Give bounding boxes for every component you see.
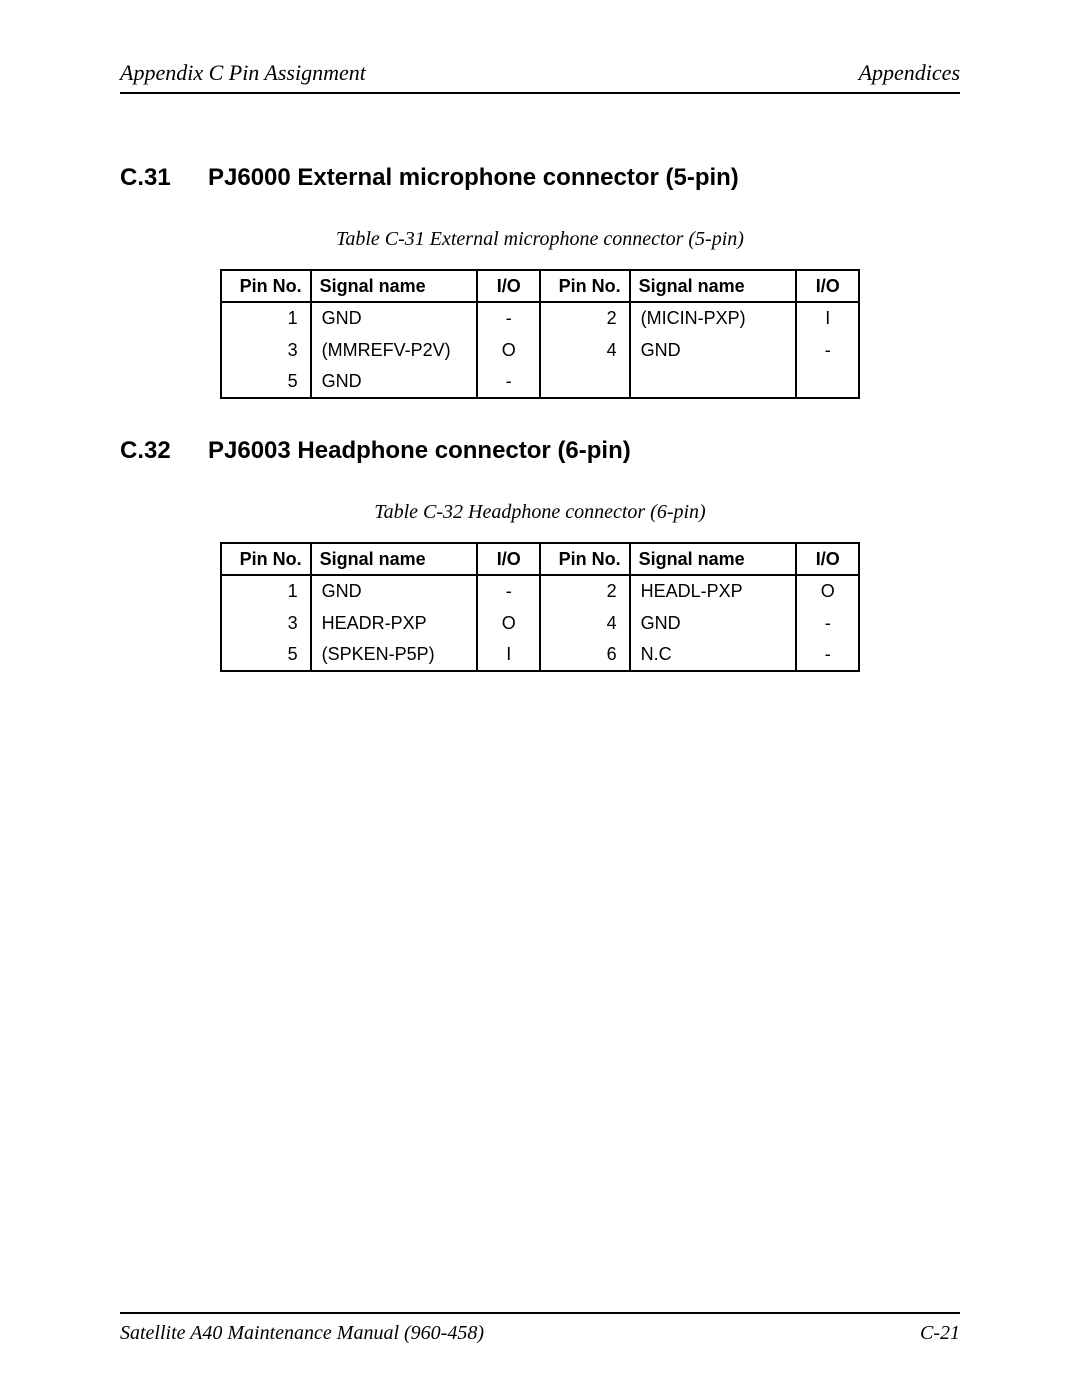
col-head: Signal name: [630, 543, 797, 575]
section-number: C.32: [120, 437, 208, 465]
cell: HEADL-PXP: [630, 575, 797, 607]
cell: O: [796, 575, 859, 607]
cell: HEADR-PXP: [311, 607, 478, 639]
cell: (MICIN-PXP): [630, 302, 797, 334]
cell: -: [477, 366, 540, 398]
header-right: Appendices: [859, 60, 960, 86]
page-header: Appendix C Pin Assignment Appendices: [120, 60, 960, 94]
cell: -: [796, 607, 859, 639]
cell: 2: [540, 302, 630, 334]
cell: O: [477, 334, 540, 366]
cell: GND: [311, 575, 478, 607]
cell: -: [477, 302, 540, 334]
table-header-row: Pin No. Signal name I/O Pin No. Signal n…: [221, 543, 859, 575]
cell: 5: [221, 639, 311, 671]
cell: 2: [540, 575, 630, 607]
section-heading-c32: C.32 PJ6003 Headphone connector (6-pin): [120, 437, 960, 465]
cell: (MMREFV-P2V): [311, 334, 478, 366]
cell: GND: [630, 607, 797, 639]
footer-right: C-21: [920, 1322, 960, 1345]
cell: 1: [221, 302, 311, 334]
col-head: Pin No.: [540, 270, 630, 302]
cell: (SPKEN-P5P): [311, 639, 478, 671]
cell: 5: [221, 366, 311, 398]
section-heading-c31: C.31 PJ6000 External microphone connecto…: [120, 164, 960, 192]
cell: I: [477, 639, 540, 671]
table-row: 3 HEADR-PXP O 4 GND -: [221, 607, 859, 639]
footer-left: Satellite A40 Maintenance Manual (960-45…: [120, 1322, 484, 1345]
header-left: Appendix C Pin Assignment: [120, 60, 366, 86]
cell: [796, 366, 859, 398]
cell: -: [477, 575, 540, 607]
table-c31: Pin No. Signal name I/O Pin No. Signal n…: [220, 269, 860, 399]
cell: 4: [540, 607, 630, 639]
col-head: I/O: [477, 270, 540, 302]
cell: [540, 366, 630, 398]
section-number: C.31: [120, 164, 208, 192]
section-title: PJ6000 External microphone connector (5-…: [208, 164, 739, 192]
col-head: Pin No.: [540, 543, 630, 575]
col-head: Pin No.: [221, 543, 311, 575]
cell: O: [477, 607, 540, 639]
cell: N.C: [630, 639, 797, 671]
table-row: 5 GND -: [221, 366, 859, 398]
cell: 4: [540, 334, 630, 366]
table-caption-c32: Table C-32 Headphone connector (6-pin): [120, 501, 960, 524]
page-footer: Satellite A40 Maintenance Manual (960-45…: [120, 1312, 960, 1345]
col-head: Signal name: [311, 543, 478, 575]
table-row: 1 GND - 2 HEADL-PXP O: [221, 575, 859, 607]
table-row: 3 (MMREFV-P2V) O 4 GND -: [221, 334, 859, 366]
cell: 3: [221, 607, 311, 639]
col-head: I/O: [477, 543, 540, 575]
table-row: 1 GND - 2 (MICIN-PXP) I: [221, 302, 859, 334]
col-head: Signal name: [630, 270, 797, 302]
col-head: I/O: [796, 543, 859, 575]
cell: -: [796, 639, 859, 671]
table-header-row: Pin No. Signal name I/O Pin No. Signal n…: [221, 270, 859, 302]
cell: 3: [221, 334, 311, 366]
table-row: 5 (SPKEN-P5P) I 6 N.C -: [221, 639, 859, 671]
cell: 6: [540, 639, 630, 671]
col-head: I/O: [796, 270, 859, 302]
cell: I: [796, 302, 859, 334]
cell: -: [796, 334, 859, 366]
section-title: PJ6003 Headphone connector (6-pin): [208, 437, 631, 465]
cell: GND: [630, 334, 797, 366]
cell: GND: [311, 366, 478, 398]
col-head: Pin No.: [221, 270, 311, 302]
cell: [630, 366, 797, 398]
cell: GND: [311, 302, 478, 334]
table-c32: Pin No. Signal name I/O Pin No. Signal n…: [220, 542, 860, 672]
col-head: Signal name: [311, 270, 478, 302]
table-caption-c31: Table C-31 External microphone connector…: [120, 228, 960, 251]
cell: 1: [221, 575, 311, 607]
